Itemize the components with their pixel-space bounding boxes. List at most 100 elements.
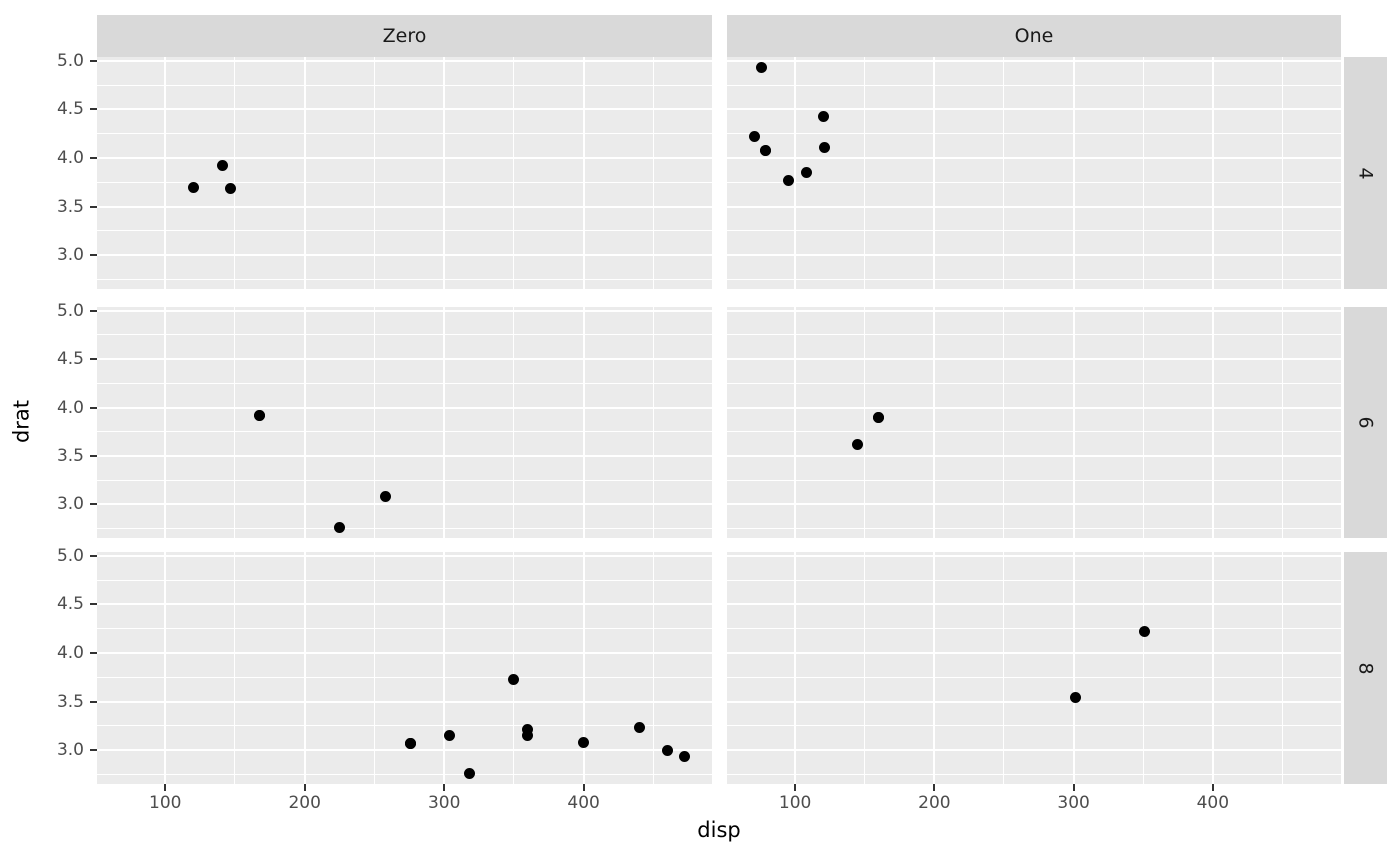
gridline-minor-x (234, 307, 236, 538)
gridline-major-x (933, 57, 936, 289)
y-axis-tick (90, 454, 97, 457)
gridline-minor-x (1003, 552, 1005, 784)
gridline-minor-y (97, 278, 712, 280)
data-point (578, 736, 590, 748)
y-axis-tick-label: 4.0 (56, 642, 84, 663)
gridline-major-y (97, 554, 712, 557)
gridline-minor-y (97, 527, 712, 529)
x-axis-tick (443, 784, 446, 791)
data-point (254, 409, 266, 421)
gridline-major-x (303, 307, 306, 538)
y-axis-tick (90, 554, 97, 557)
gridline-minor-x (1142, 552, 1144, 784)
gridline-minor-y (97, 334, 712, 336)
y-axis-tick (90, 503, 97, 506)
gridline-major-x (303, 57, 306, 289)
facet-row-label: 6 (1355, 416, 1377, 429)
facet-row-strip-8: 8 (1344, 552, 1387, 784)
gridline-minor-x (864, 307, 866, 538)
gridline-major-y (97, 205, 712, 208)
y-axis-tick-label: 5.0 (56, 50, 84, 71)
facet-panel (97, 552, 712, 784)
gridline-minor-y (97, 579, 712, 581)
data-point (224, 182, 236, 194)
facet-panel (97, 57, 712, 289)
data-point (633, 722, 645, 734)
gridline-minor-y (97, 479, 712, 481)
y-axis-tick (90, 156, 97, 159)
gridline-minor-x (1281, 57, 1283, 289)
data-point (782, 174, 794, 186)
facet-column-label: Zero (382, 24, 427, 47)
gridline-minor-x (513, 552, 515, 784)
y-axis-tick (90, 254, 97, 257)
gridline-minor-y (97, 628, 712, 630)
x-axis-tick-label: 400 (567, 793, 600, 813)
gridline-minor-y (97, 84, 712, 86)
data-point (444, 730, 456, 742)
y-axis-tick-label: 4.5 (56, 99, 84, 120)
gridline-minor-y (727, 527, 1341, 529)
gridline-major-y (97, 309, 712, 312)
x-axis-tick (582, 784, 585, 791)
facet-row-strip-4: 4 (1344, 57, 1387, 289)
gridline-minor-x (373, 57, 375, 289)
gridline-major-y (727, 603, 1341, 606)
data-point (817, 110, 829, 122)
gridline-minor-x (1003, 57, 1005, 289)
gridline-minor-y (97, 725, 712, 727)
data-point (522, 730, 534, 742)
facet-row-strip-6: 6 (1344, 307, 1387, 538)
gridline-major-y (97, 358, 712, 361)
y-axis-tick (90, 205, 97, 208)
gridline-major-x (794, 57, 797, 289)
data-point (1069, 692, 1081, 704)
x-axis-tick-label: 200 (918, 793, 951, 813)
gridline-major-y (97, 651, 712, 654)
facet-panel (727, 552, 1341, 784)
gridline-major-y (727, 205, 1341, 208)
facet-panel (727, 57, 1341, 289)
gridline-major-y (97, 749, 712, 752)
gridline-minor-x (513, 307, 515, 538)
gridline-minor-x (1281, 552, 1283, 784)
gridline-minor-y (727, 334, 1341, 336)
gridline-major-y (727, 749, 1341, 752)
data-point (760, 144, 772, 156)
gridline-minor-y (727, 382, 1341, 384)
y-axis-tick (90, 651, 97, 654)
gridline-minor-x (1142, 307, 1144, 538)
data-point (678, 751, 690, 763)
gridline-major-x (582, 552, 585, 784)
gridline-major-y (97, 59, 712, 62)
y-axis-tick-label: 3.5 (56, 196, 84, 217)
y-axis-tick (90, 309, 97, 312)
x-axis-tick-label: 200 (288, 793, 321, 813)
gridline-major-y (97, 603, 712, 606)
facet-panel (97, 307, 712, 538)
data-point (522, 724, 534, 736)
gridline-major-y (727, 59, 1341, 62)
gridline-minor-x (864, 57, 866, 289)
gridline-major-x (794, 307, 797, 538)
x-axis-tick-label: 100 (778, 793, 812, 813)
y-axis-tick-label: 3.0 (56, 740, 84, 761)
gridline-major-y (97, 156, 712, 159)
facet-row-label: 4 (1355, 166, 1377, 180)
gridline-major-y (727, 406, 1341, 409)
data-point (216, 160, 228, 172)
x-axis-title: disp (697, 818, 741, 842)
gridline-major-y (727, 309, 1341, 312)
y-axis-tick-label: 3.5 (56, 445, 84, 466)
x-axis-tick-label: 400 (1196, 793, 1230, 813)
data-point (380, 491, 392, 503)
x-axis-tick (794, 784, 797, 791)
y-axis-tick-label: 4.0 (56, 147, 84, 168)
x-axis-tick (1072, 784, 1075, 791)
y-axis-tick-label: 5.0 (56, 300, 84, 321)
y-axis-title: drat (9, 399, 34, 444)
gridline-minor-x (234, 552, 236, 784)
data-point (1139, 626, 1151, 638)
gridline-major-x (933, 552, 936, 784)
data-point (404, 737, 416, 749)
